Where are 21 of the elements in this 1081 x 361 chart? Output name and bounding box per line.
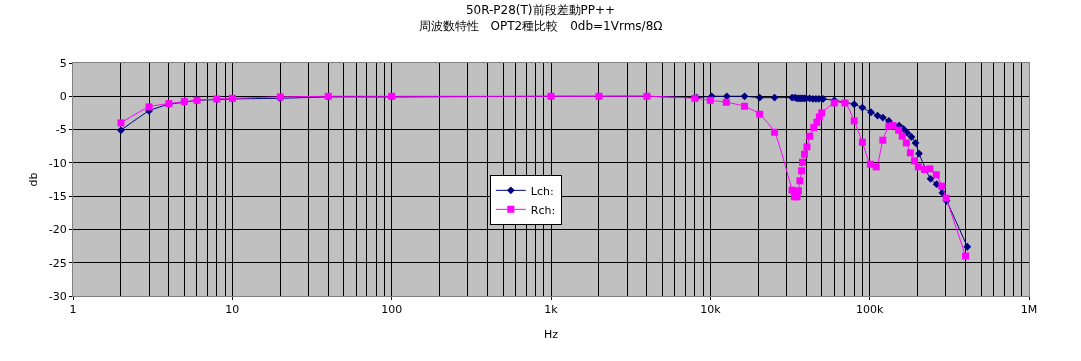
y-tick-label: -20 — [48, 223, 67, 237]
chart-subtitle: 周波数特性 OPT2種比較 0db=1Vrms/8Ω — [418, 19, 663, 34]
y-tick-label: -30 — [48, 289, 67, 303]
legend-label: Rch: — [530, 203, 556, 217]
legend-label: Lch: — [530, 184, 554, 198]
x-tick-label: 10 — [225, 303, 240, 317]
chart-title: 50R-P28(T)前段差動PP++ — [465, 3, 616, 18]
y-tick-label: -25 — [48, 256, 67, 270]
x-tick-label: 100k — [855, 303, 884, 317]
y-axis-title: db — [27, 172, 41, 187]
x-tick-label: 1M — [1020, 303, 1038, 317]
x-tick-label: 1 — [69, 303, 77, 317]
y-tick-label: 5 — [59, 56, 67, 70]
y-tick-label: 0 — [59, 90, 67, 104]
x-tick-label: 1k — [544, 303, 559, 317]
x-tick-label: 100 — [381, 303, 403, 317]
y-tick-label: -10 — [48, 156, 67, 170]
y-tick-label: -15 — [48, 189, 67, 203]
y-tick-label: -5 — [55, 123, 67, 137]
x-tick-label: 10k — [700, 303, 722, 317]
x-axis-title: Hz — [543, 328, 559, 342]
